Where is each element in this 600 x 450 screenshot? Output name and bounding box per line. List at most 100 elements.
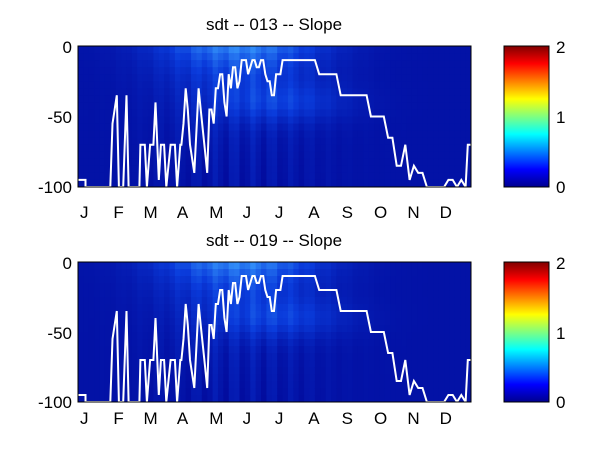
heatmap-cell [191, 102, 198, 111]
heatmap-cell [287, 179, 294, 187]
heatmap-cell [395, 67, 402, 75]
heatmap-cell [465, 339, 471, 347]
heatmap-cell [449, 165, 456, 174]
heatmap-cell [78, 283, 84, 291]
heatmap-cell [126, 46, 133, 54]
heatmap-cell [228, 353, 235, 361]
heatmap-cell [271, 95, 278, 103]
heatmap-cell [228, 367, 235, 375]
heatmap-cell [207, 179, 214, 187]
heatmap-cell [180, 381, 187, 389]
heatmap-cell [422, 53, 429, 61]
heatmap-cell [88, 318, 95, 326]
heatmap-cell [390, 81, 397, 89]
heatmap-cell [158, 60, 165, 68]
heatmap-cell [336, 67, 343, 75]
heatmap-cell [228, 318, 235, 326]
heatmap-cell [384, 165, 391, 174]
heatmap-cell [287, 46, 294, 54]
heatmap-cell [390, 283, 397, 291]
heatmap-cell [261, 53, 268, 61]
heatmap-cell [147, 123, 154, 132]
heatmap-cell [460, 151, 467, 160]
heatmap-cell [99, 53, 106, 61]
heatmap-cell [196, 60, 203, 68]
heatmap-cell [363, 81, 370, 89]
heatmap-cell [427, 165, 434, 174]
heatmap-cell [444, 137, 451, 146]
heatmap-cell [401, 388, 407, 396]
heatmap-cell [379, 74, 386, 82]
heatmap-cell [99, 67, 106, 75]
heatmap-cell [347, 144, 354, 153]
heatmap-cell [185, 297, 192, 305]
heatmap-cell [374, 374, 381, 382]
heatmap-cell [438, 102, 445, 111]
heatmap-cell [174, 297, 181, 305]
heatmap-cell [331, 353, 338, 361]
heatmap-cell [201, 304, 208, 312]
heatmap-cell [131, 374, 138, 382]
heatmap-cell [449, 109, 456, 118]
heatmap-cell [255, 367, 262, 375]
heatmap-cell [304, 158, 311, 167]
heatmap-cell [390, 276, 397, 284]
heatmap-cell [169, 123, 176, 132]
heatmap-cell [271, 60, 278, 68]
heatmap-cell [336, 353, 343, 361]
heatmap-cell [196, 395, 203, 402]
heatmap-cell [121, 276, 128, 284]
heatmap-cell [341, 144, 348, 153]
heatmap-cell [115, 297, 122, 305]
heatmap-cell [454, 165, 461, 174]
heatmap-cell [422, 297, 429, 305]
heatmap-cell [104, 297, 111, 305]
heatmap-cell [110, 318, 117, 326]
heatmap-cell [244, 276, 251, 284]
heatmap-cell [158, 137, 165, 146]
heatmap-cell [336, 311, 343, 319]
heatmap-cell [460, 67, 467, 75]
heatmap-cell [379, 165, 386, 174]
heatmap-cell [379, 67, 386, 75]
heatmap-cell [401, 88, 407, 96]
heatmap-cell [185, 158, 192, 167]
heatmap-cell [147, 304, 154, 312]
heatmap-cell [250, 381, 257, 389]
heatmap-cell [465, 311, 471, 319]
heatmap-cell [185, 311, 192, 319]
heatmap-cell [250, 53, 257, 61]
heatmap-cell [277, 144, 284, 153]
heatmap-cell [78, 81, 84, 89]
heatmap-cell [390, 339, 397, 347]
heatmap-cell [406, 144, 413, 153]
heatmap-cell [223, 144, 230, 153]
heatmap-cell [110, 353, 117, 361]
heatmap-cell [244, 304, 251, 312]
heatmap-cell [78, 74, 84, 82]
heatmap-cell [427, 109, 434, 118]
heatmap-cell [298, 102, 305, 111]
heatmap-cell [131, 158, 138, 167]
heatmap-cell [411, 374, 418, 382]
heatmap-cell [325, 381, 332, 389]
heatmap-cell [293, 262, 300, 270]
heatmap-cell [282, 346, 289, 354]
heatmap-cell [444, 346, 451, 354]
heatmap-cell [88, 332, 95, 340]
heatmap-cell [293, 158, 300, 167]
heatmap-cell [411, 46, 418, 54]
heatmap-cell [454, 318, 461, 326]
heatmap-cell [196, 325, 203, 333]
heatmap-cell [325, 311, 332, 319]
heatmap-cell [341, 109, 348, 118]
heatmap-cell [293, 269, 300, 277]
panel-2-title: sdt -- 019 -- Slope [206, 231, 342, 250]
heatmap-cell [465, 67, 471, 75]
heatmap-cell [185, 165, 192, 174]
heatmap-cell [174, 262, 181, 270]
heatmap-cell [174, 332, 181, 340]
heatmap-cell [110, 395, 117, 402]
heatmap-cell [180, 360, 187, 368]
heatmap-cell [422, 81, 429, 89]
